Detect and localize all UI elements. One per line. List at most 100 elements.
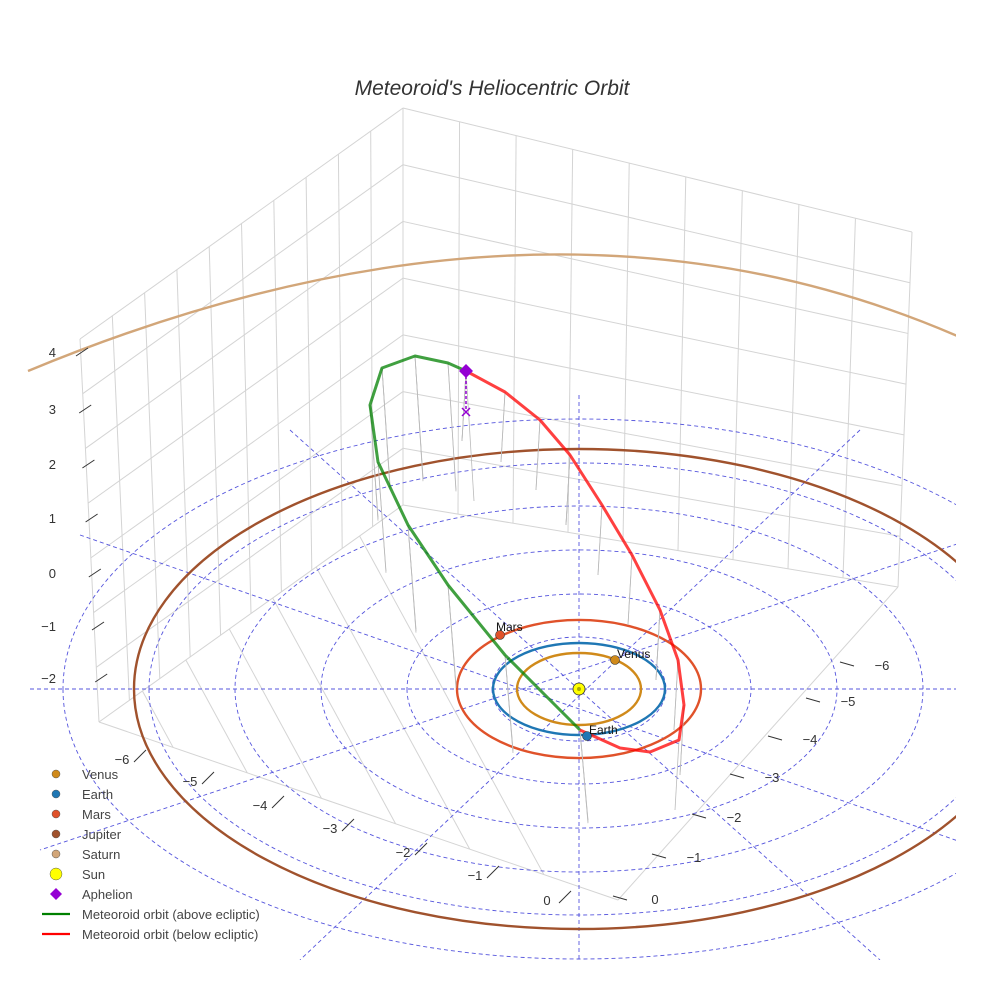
grid-line	[79, 338, 100, 723]
orbit-drop-line	[414, 355, 424, 482]
legend-diamond-swatch	[50, 888, 62, 900]
legend-circle-swatch	[51, 809, 61, 819]
legend-label: Mars	[82, 807, 111, 822]
planet-marker-venus	[610, 655, 620, 665]
legend-item-jupiter: Jupiter	[51, 827, 122, 842]
legend-item-earth: Earth	[51, 787, 113, 802]
y-tick-mark	[839, 661, 855, 667]
grid-line	[82, 164, 404, 395]
x-tick-label: −6	[115, 752, 130, 767]
axis-grid	[79, 107, 913, 901]
x-tick-mark	[341, 818, 355, 832]
plot-area: Mars Venus Earth	[27, 107, 956, 960]
grid-line	[402, 334, 905, 436]
ecliptic-ring	[62, 418, 956, 960]
grid-line	[241, 223, 252, 614]
grid-line	[208, 246, 222, 636]
x-tick-label: 0	[543, 893, 550, 908]
ecliptic-radial	[39, 543, 956, 851]
y-tick-mark	[651, 853, 667, 859]
legend-circle-swatch	[51, 829, 61, 839]
meteoroid-orbit	[368, 354, 686, 754]
ecliptic-grid	[30, 395, 956, 960]
x-tick-mark	[133, 749, 147, 763]
orbit-drop-line	[579, 729, 589, 824]
orbit-saturn	[27, 253, 956, 373]
grid-line	[359, 535, 545, 875]
z-tick-label: −1	[41, 619, 56, 634]
x-tick-mark	[271, 795, 285, 809]
y-tick-label: −1	[687, 850, 702, 865]
orbit-drop-line	[500, 391, 506, 463]
x-tick-mark	[486, 865, 500, 879]
grid-line	[512, 135, 517, 524]
z-tick-mark	[88, 568, 102, 578]
grid-line	[93, 391, 404, 613]
z-tick-label: 4	[49, 345, 56, 360]
orbit-drop-line	[465, 370, 475, 502]
aphelion-marker	[459, 364, 473, 378]
grid-line	[402, 164, 911, 284]
z-tick-mark	[78, 404, 92, 414]
y-tick-mark	[729, 773, 745, 779]
legend-label: Meteoroid orbit (below ecliptic)	[82, 927, 258, 942]
legend-circle-swatch	[51, 849, 61, 859]
grid-line	[141, 690, 174, 748]
y-tick-mark	[767, 735, 783, 741]
legend-label: Venus	[82, 767, 119, 782]
grid-line	[79, 107, 404, 340]
z-tick-mark	[75, 347, 89, 357]
legend-item-sun: Sun	[49, 867, 105, 882]
orbit-drop-line	[655, 609, 661, 681]
z-tick-label: 0	[49, 566, 56, 581]
aphelion-projection-marker	[461, 407, 471, 417]
legend-item-meteoroid-orbit-below-ecliptic: Meteoroid orbit (below ecliptic)	[42, 927, 258, 942]
orbit-jupiter	[132, 447, 956, 931]
orbit-mars	[455, 618, 703, 760]
legend-label: Meteoroid orbit (above ecliptic)	[82, 907, 260, 922]
legend-label: Earth	[82, 787, 113, 802]
orbit-drop-line	[674, 739, 680, 811]
grid-line	[305, 177, 313, 571]
grid-line	[457, 121, 461, 515]
grid-line	[732, 190, 743, 560]
z-tick-mark	[82, 459, 95, 469]
grid-line	[272, 597, 397, 824]
legend-item-venus: Venus	[51, 767, 119, 782]
y-tick-mark	[612, 895, 628, 901]
orbit-drop-line	[535, 419, 541, 491]
x-tick-label: −5	[183, 774, 198, 789]
x-tick-mark	[558, 890, 572, 904]
legend-circle-swatch	[51, 789, 61, 799]
planet-marker-mars	[495, 630, 505, 640]
orbit-drop-line	[407, 524, 417, 633]
grid-line	[402, 107, 913, 233]
planet-label: Mars	[496, 620, 523, 634]
grid-line	[85, 221, 404, 449]
grid-line	[315, 566, 471, 850]
x-tick-label: −1	[468, 868, 483, 883]
z-tick-mark	[85, 513, 98, 523]
legend-label: Jupiter	[82, 827, 122, 842]
z-tick-label: 3	[49, 402, 56, 417]
legend-circle-swatch	[49, 867, 63, 881]
z-tick-mark	[91, 621, 105, 631]
grid-line	[228, 628, 322, 799]
sun-marker-core	[577, 687, 581, 691]
planet-marker-earth	[582, 731, 592, 741]
orbit-drop-line	[673, 659, 679, 731]
grid-line	[787, 204, 800, 569]
y-tick-label: −6	[875, 658, 890, 673]
grid-line	[111, 315, 130, 701]
x-tick-mark	[414, 842, 428, 856]
grid-line	[402, 504, 899, 588]
orbit-drop-line	[627, 554, 633, 626]
legend-item-mars: Mars	[51, 807, 111, 822]
orbit-drop-line	[597, 504, 603, 576]
grid-line	[622, 163, 630, 542]
grid-line	[842, 218, 856, 578]
grid-line	[98, 504, 404, 723]
orbit-drop-line	[377, 461, 387, 573]
grid-line	[402, 220, 909, 334]
grid-line	[617, 586, 899, 901]
